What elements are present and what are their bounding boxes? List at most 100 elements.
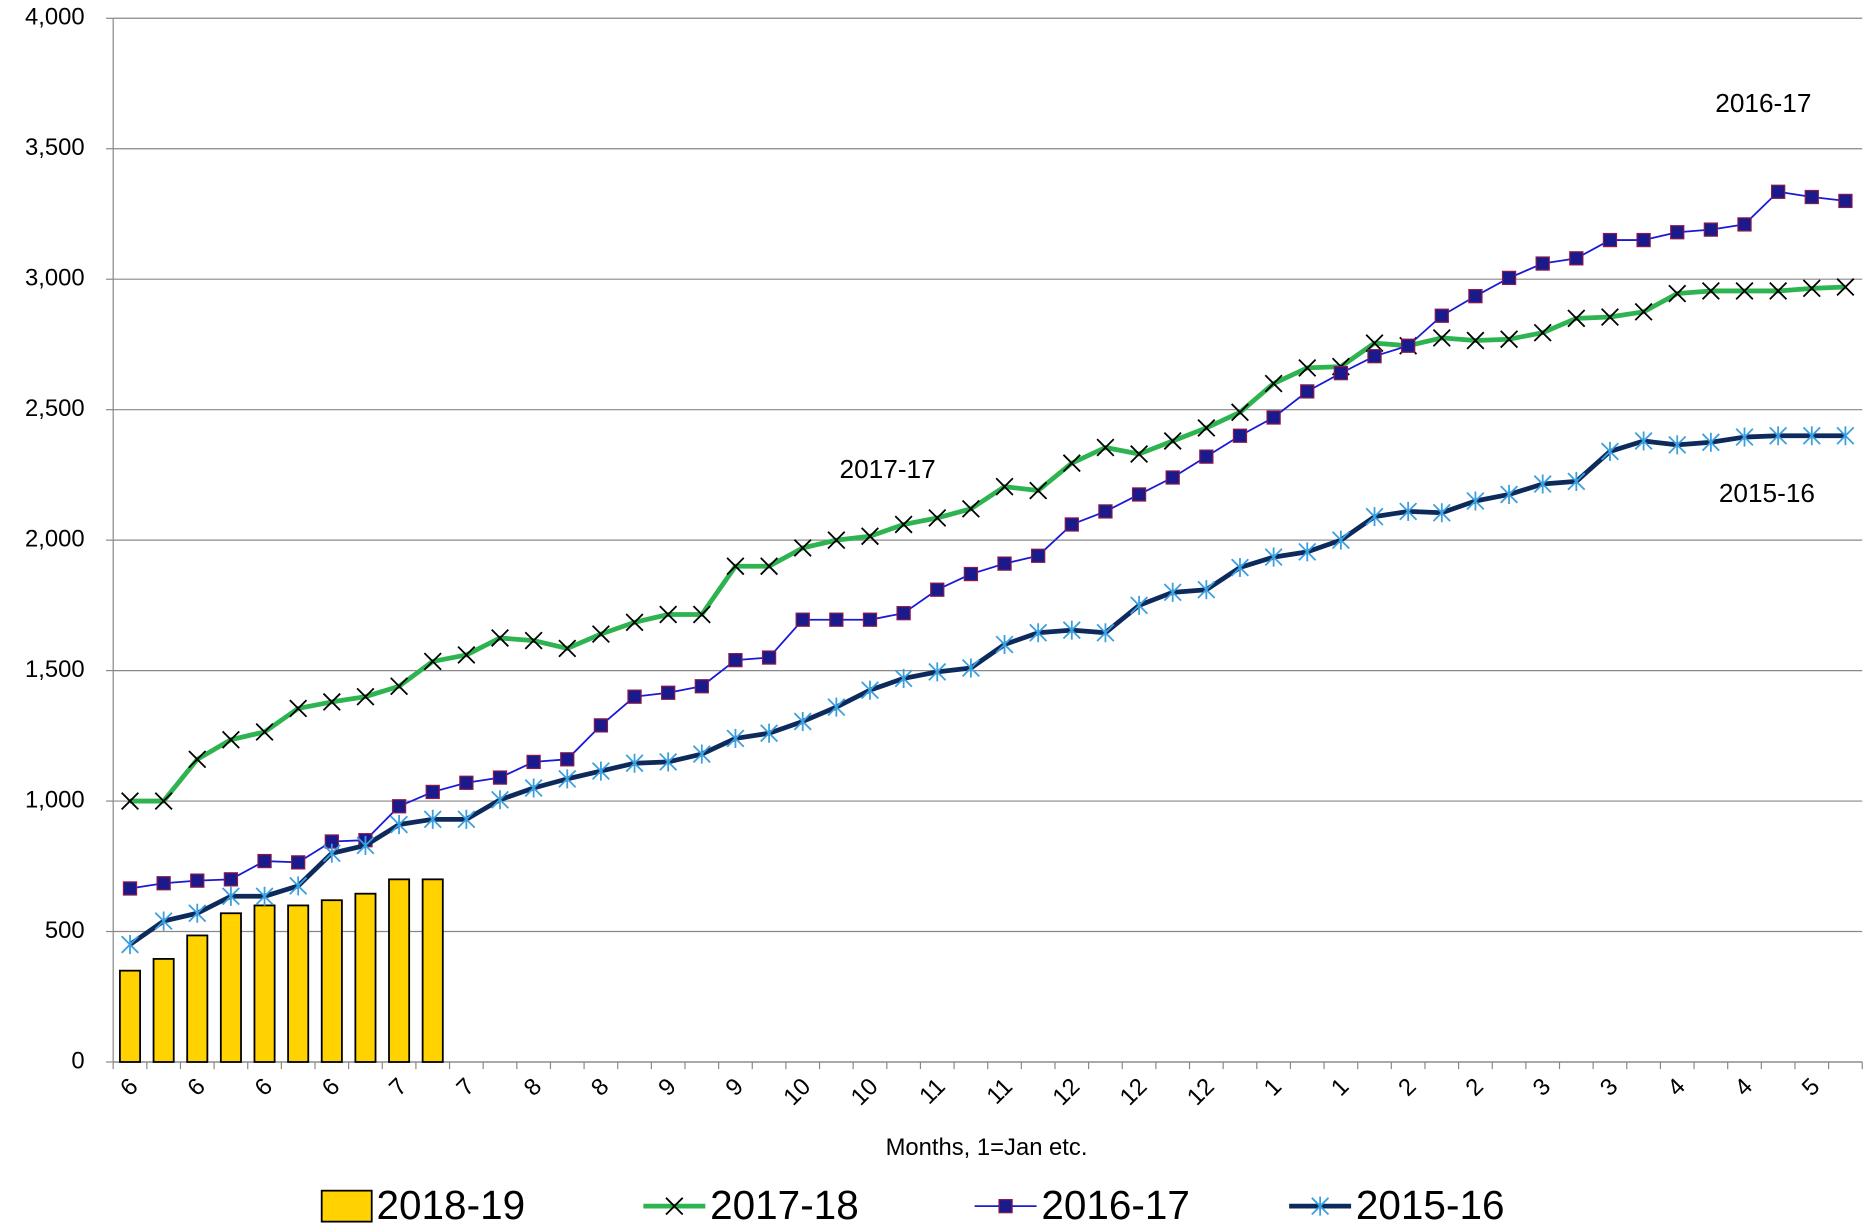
- marker-x: [188, 750, 207, 769]
- x-tick-label: 11: [914, 1073, 951, 1110]
- marker: [457, 645, 476, 664]
- marker: [1600, 441, 1619, 461]
- marker-x: [894, 515, 913, 534]
- legend-swatch: [320, 1189, 373, 1223]
- marker: [524, 778, 543, 798]
- marker: [1535, 256, 1550, 271]
- marker: [1701, 281, 1720, 300]
- marker: [1331, 530, 1350, 550]
- marker-x: [289, 699, 308, 718]
- marker-x: [255, 722, 274, 741]
- marker-asterisk: [1600, 441, 1619, 461]
- series-line: [130, 284, 1846, 804]
- annotation: 2016-17: [1715, 88, 1811, 118]
- marker: [728, 653, 743, 668]
- marker: [1197, 418, 1216, 437]
- legend-label: 2017-18: [710, 1182, 859, 1228]
- marker: [1231, 557, 1249, 578]
- series-line: [128, 433, 1846, 947]
- marker-x: [221, 730, 240, 749]
- x-tick-label: 2: [1393, 1073, 1421, 1101]
- marker-asterisk: [154, 911, 173, 931]
- marker: [1466, 491, 1485, 511]
- marker: [1567, 309, 1586, 328]
- marker: [1401, 338, 1416, 353]
- marker-x: [1802, 279, 1821, 298]
- marker: [423, 809, 442, 829]
- marker-x: [1163, 432, 1182, 450]
- marker: [122, 881, 138, 896]
- bar: [219, 912, 242, 1063]
- marker-asterisk: [961, 658, 980, 678]
- series-line: [129, 190, 1846, 890]
- marker-asterisk: [457, 809, 476, 829]
- marker: [1602, 232, 1618, 248]
- marker: [121, 792, 139, 811]
- marker-square: [1468, 289, 1483, 304]
- marker: [156, 876, 171, 891]
- marker-square: [1703, 222, 1719, 237]
- marker-x: [1130, 445, 1149, 463]
- x-tick-label: 11: [981, 1073, 1018, 1110]
- y-tick-label: 4,000: [25, 4, 85, 31]
- y-tick-label: 1,500: [25, 656, 85, 683]
- marker-asterisk: [1432, 503, 1451, 523]
- marker: [1701, 432, 1720, 452]
- marker: [795, 612, 810, 627]
- marker-asterisk: [1500, 484, 1519, 504]
- marker-asterisk: [255, 886, 274, 906]
- marker: [1130, 595, 1149, 615]
- marker: [221, 730, 240, 749]
- marker-asterisk: [760, 723, 779, 743]
- marker: [1769, 281, 1788, 300]
- x-tick-label: 6: [250, 1073, 278, 1101]
- x-tick-label: 4: [1662, 1073, 1690, 1101]
- marker-square: [560, 752, 575, 767]
- marker-asterisk: [692, 744, 711, 764]
- marker: [861, 527, 879, 546]
- marker: [524, 631, 543, 650]
- marker: [1802, 279, 1821, 298]
- marker: [425, 784, 440, 800]
- marker-x: [1600, 308, 1619, 327]
- marker: [692, 744, 711, 764]
- marker-asterisk: [1298, 542, 1317, 562]
- marker-asterisk: [659, 752, 678, 772]
- x-tick-label: 12: [1182, 1073, 1220, 1111]
- marker-square: [1165, 470, 1180, 485]
- x-tick-label: 2: [1460, 1073, 1488, 1101]
- marker-x: [1096, 438, 1115, 457]
- marker-square: [1199, 449, 1214, 464]
- marker-square: [492, 770, 508, 785]
- marker: [995, 634, 1014, 655]
- marker-x: [1432, 328, 1451, 347]
- marker: [221, 886, 240, 906]
- marker-square: [930, 582, 945, 597]
- marker: [154, 911, 173, 931]
- marker-square: [1300, 384, 1315, 399]
- marker: [1466, 331, 1485, 350]
- marker: [1432, 328, 1451, 347]
- marker: [188, 903, 207, 923]
- marker: [1501, 270, 1517, 286]
- marker-asterisk: [928, 662, 947, 682]
- marker-square: [963, 566, 979, 582]
- marker: [627, 689, 642, 704]
- marker: [1298, 358, 1317, 377]
- marker-asterisk: [558, 769, 577, 789]
- marker-square: [1131, 487, 1147, 502]
- marker: [1232, 428, 1248, 443]
- marker: [726, 557, 745, 576]
- y-tick-label: 3,500: [25, 134, 85, 161]
- marker-square: [1602, 232, 1618, 248]
- marker-asterisk: [390, 815, 409, 835]
- bar: [320, 899, 343, 1063]
- marker: [423, 652, 442, 671]
- marker-x: [1533, 323, 1552, 342]
- marker: [1031, 548, 1046, 563]
- marker-x: [558, 639, 577, 658]
- marker-square: [459, 775, 474, 790]
- marker: [255, 722, 274, 741]
- marker-square: [1770, 184, 1786, 199]
